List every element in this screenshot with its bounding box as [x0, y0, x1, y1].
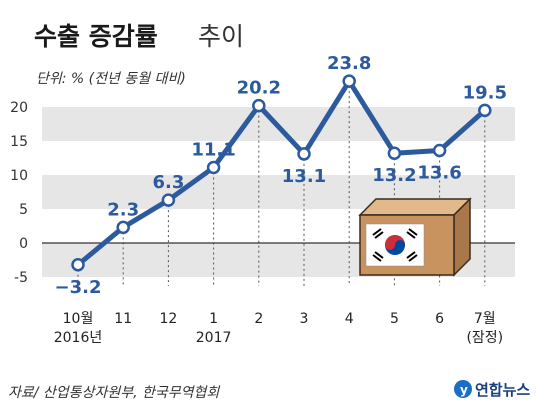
x-tick-label: 12 [159, 311, 177, 327]
data-point [342, 74, 356, 88]
x-tick-label: 7월 [474, 311, 496, 327]
x-tick-label: 6 [435, 311, 444, 327]
x-tick-sublabel: (잠정) [466, 330, 503, 346]
data-point [297, 147, 311, 161]
y-tick-label: 20 [10, 100, 28, 116]
x-tick-sublabel: 2017 [196, 330, 232, 346]
x-tick-label: 10월 [63, 311, 94, 327]
series-line [75, 78, 488, 268]
data-point [252, 98, 266, 113]
data-label: 19.5 [463, 82, 507, 103]
data-point [432, 143, 447, 158]
data-point [387, 146, 402, 160]
y-tick-label: 0 [19, 236, 28, 252]
data-label: 11.1 [191, 140, 235, 161]
data-point [206, 160, 221, 175]
x-tick-label: 11 [114, 311, 132, 327]
brand-logo-icon [454, 380, 472, 398]
unit-label: 단위: % (전년 동월 대비) [36, 71, 186, 87]
x-tick-sublabel: 2016년 [54, 330, 103, 346]
x-tick-label: 2 [254, 311, 263, 327]
export-box-illustration [358, 197, 472, 277]
data-point [116, 220, 130, 235]
y-tick-label: 15 [10, 134, 28, 150]
chart-title-bold: 수출 증감률 [34, 22, 158, 51]
x-tick-label: 3 [300, 311, 309, 327]
data-point [161, 193, 176, 207]
data-point [71, 258, 85, 272]
brand-name: 연합뉴스 [475, 381, 530, 399]
chart-title-light: 추이 [198, 22, 244, 51]
data-label: 13.2 [372, 165, 416, 186]
y-tick-label: -5 [14, 270, 28, 286]
svg-text:y: y [460, 383, 468, 397]
y-tick-label: 10 [10, 168, 28, 184]
data-label: 13.6 [417, 163, 461, 184]
data-label: 2.3 [107, 199, 139, 220]
source-note: 자료/ 산업통상자원부, 한국무역협회 [8, 385, 220, 401]
x-axis-ticks: 10월 2016년 11 12 1 2017 2 3 4 5 6 7월 (잠정) [54, 311, 503, 346]
data-label: 6.3 [152, 172, 184, 193]
korean-flag-icon [365, 223, 425, 267]
data-label: 13.1 [282, 166, 326, 187]
x-tick-label: 5 [390, 311, 399, 327]
data-label: −3.2 [55, 277, 102, 298]
data-label: 23.8 [327, 53, 371, 74]
y-axis-ticks: -5 0 5 10 15 20 [10, 100, 28, 286]
brand-logo: y 연합뉴스 [454, 380, 530, 399]
x-tick-label: 4 [345, 311, 354, 327]
y-tick-label: 5 [19, 202, 28, 218]
data-points [71, 74, 492, 272]
data-label: 20.2 [237, 78, 281, 99]
data-labels: −3.2 2.3 6.3 11.1 20.2 13.1 23.8 13.2 13.6 19.5 [55, 53, 507, 298]
x-tick-label: 1 [209, 311, 218, 327]
data-point [478, 103, 492, 118]
